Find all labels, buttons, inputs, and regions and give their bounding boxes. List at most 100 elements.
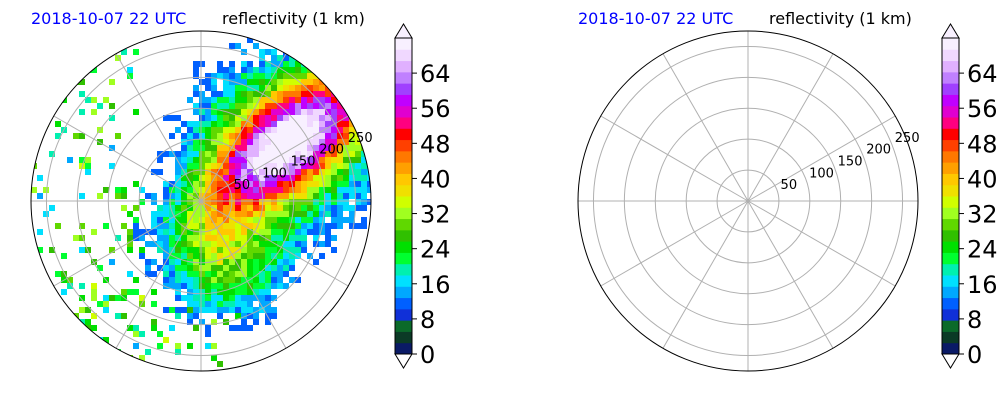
- echo-cell: [325, 235, 331, 241]
- echo-cell: [229, 247, 235, 253]
- echo-cell: [331, 55, 337, 61]
- echo-cell: [217, 205, 223, 211]
- echo-cell: [205, 175, 211, 181]
- echo-cell: [319, 127, 325, 133]
- echo-cell: [241, 301, 247, 307]
- echo-cell: [187, 235, 193, 241]
- echo-cell: [337, 151, 343, 157]
- echo-cell: [325, 97, 331, 103]
- echo-cell: [163, 229, 169, 235]
- echo-cell: [121, 289, 127, 295]
- echo-cell: [223, 169, 229, 175]
- echo-cell: [325, 199, 331, 205]
- echo-cell: [199, 289, 205, 295]
- echo-cell: [223, 163, 229, 169]
- echo-cell: [343, 61, 349, 67]
- echo-cell: [355, 223, 361, 229]
- echo-cell: [241, 163, 247, 169]
- echo-cell: [319, 73, 325, 79]
- echo-cell: [271, 151, 277, 157]
- echo-cell: [175, 265, 181, 271]
- echo-cell: [235, 211, 241, 217]
- echo-cell: [241, 145, 247, 151]
- echo-cell: [199, 187, 205, 193]
- echo-cell: [259, 61, 265, 67]
- echo-cell: [241, 295, 247, 301]
- echo-cell: [175, 343, 181, 349]
- echo-cell: [241, 313, 247, 319]
- echo-cell: [175, 205, 181, 211]
- echo-cell: [229, 151, 235, 157]
- echo-cell: [277, 187, 283, 193]
- echo-cell: [259, 103, 265, 109]
- echo-cell: [103, 187, 109, 193]
- echo-cell: [271, 235, 277, 241]
- range-ring: [654, 107, 842, 295]
- echo-cell: [85, 169, 91, 175]
- echo-cell: [277, 181, 283, 187]
- echo-cell: [265, 121, 271, 127]
- echo-cell: [283, 133, 289, 139]
- echo-cell: [43, 43, 49, 49]
- echo-cell: [235, 199, 241, 205]
- echo-cell: [277, 139, 283, 145]
- echo-cell: [235, 235, 241, 241]
- echo-cell: [205, 115, 211, 121]
- echo-cell: [205, 307, 211, 313]
- echo-cell: [247, 61, 253, 67]
- echo-cell: [271, 121, 277, 127]
- echo-cell: [331, 103, 337, 109]
- echo-cell: [247, 121, 253, 127]
- echo-cell: [349, 211, 355, 217]
- echo-cell: [277, 151, 283, 157]
- echo-cell: [181, 235, 187, 241]
- echo-cell: [79, 235, 85, 241]
- grid-spoke: [200, 53, 287, 202]
- echo-cell: [223, 193, 229, 199]
- echo-cell: [229, 235, 235, 241]
- echo-cell: [349, 121, 355, 127]
- echo-cell: [259, 223, 265, 229]
- echo-cell: [337, 91, 343, 97]
- colorbar-segment: [395, 150, 412, 163]
- echo-cell: [229, 115, 235, 121]
- echo-cell: [163, 205, 169, 211]
- echo-cell: [121, 193, 127, 199]
- colorbar-frame: [394, 37, 413, 355]
- echo-cell: [325, 163, 331, 169]
- echo-cell: [301, 151, 307, 157]
- echo-cell: [205, 241, 211, 247]
- echo-cell: [199, 235, 205, 241]
- echo-cell: [127, 67, 133, 73]
- echo-cell: [205, 295, 211, 301]
- echo-cell: [157, 223, 163, 229]
- echo-cell: [259, 157, 265, 163]
- echo-cell: [265, 127, 271, 133]
- echo-cell: [229, 43, 235, 49]
- echo-cell: [355, 193, 361, 199]
- echo-cell: [367, 73, 371, 79]
- echo-cell: [169, 307, 175, 313]
- echo-cell: [295, 199, 301, 205]
- echo-cell: [307, 115, 313, 121]
- echo-cell: [247, 193, 253, 199]
- range-ring-label: 200: [319, 143, 344, 158]
- echo-cell: [109, 163, 115, 169]
- echo-cell: [301, 223, 307, 229]
- echo-cell: [151, 259, 157, 265]
- echo-cell: [361, 115, 367, 121]
- colorbar-tick-label: 16: [967, 271, 998, 299]
- echo-cell: [295, 79, 301, 85]
- echo-cell: [217, 301, 223, 307]
- echo-cell: [259, 55, 265, 61]
- echo-cell: [241, 151, 247, 157]
- echo-cell: [367, 43, 371, 49]
- echo-cell: [187, 157, 193, 163]
- echo-cell: [211, 289, 217, 295]
- echo-cell: [187, 313, 193, 319]
- echo-cell: [355, 67, 361, 73]
- echo-cell: [283, 145, 289, 151]
- echo-cell: [247, 217, 253, 223]
- echo-cell: [331, 49, 337, 55]
